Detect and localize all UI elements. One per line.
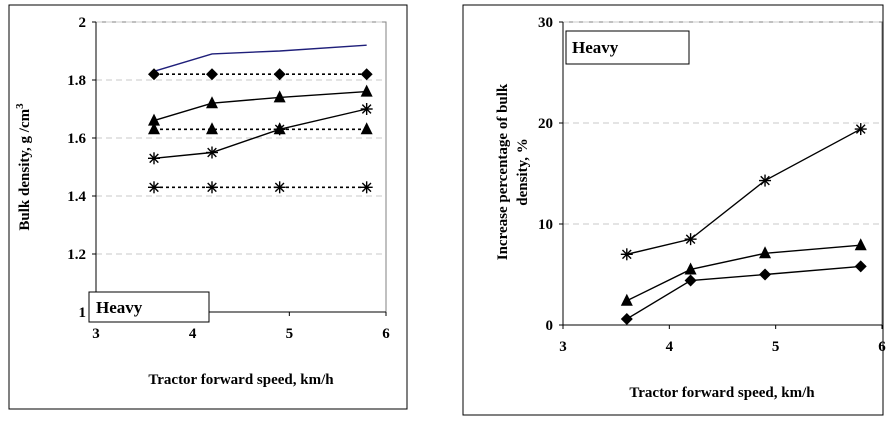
series-line [153,44,367,72]
series-line [153,108,367,159]
x-tick-label: 6 [382,326,390,342]
star-marker [148,181,160,194]
series-group [620,123,867,325]
x-tick-label: 3 [559,339,567,355]
star-marker [360,103,373,115]
star-marker [759,174,772,187]
y-tick-label: 0 [546,318,554,334]
y-tick-label: 20 [538,116,553,132]
y-tick-label: 10 [538,217,553,233]
legend-box [88,291,210,323]
plot-area [562,21,883,326]
triangle-marker [148,113,160,126]
triangle-marker [854,238,867,251]
diamond-marker [684,274,697,287]
star-marker [620,248,633,261]
series-line [153,90,367,122]
star-marker [273,123,286,136]
star-marker [206,181,218,194]
y-tick-label: 1.6 [67,131,86,147]
legend-box [565,30,690,65]
x-tick-label: 4 [666,339,674,355]
triangle-marker [273,90,286,103]
triangle-marker [148,122,160,135]
diamond-marker [273,68,286,81]
grid-lines [96,21,386,255]
x-axis-title: Tractor forward speed, km/h [148,372,334,388]
grid-lines [563,21,882,225]
plot-area [95,21,387,313]
y-axis-title-line-1: Increase percentage of bulk [495,83,511,260]
chart-bulk-density: 1 1.2 1.4 1.6 1.8 2 3 4 5 6 Tractor forward speed… [8,4,408,410]
y-axis-title-line-2: density, % [515,138,531,206]
star-marker [273,181,286,194]
x-axis-title: Tractor forward speed, km/h [629,385,815,401]
diamond-marker [148,68,160,81]
x-tick-label: 5 [286,326,294,342]
diamond-marker [854,260,867,273]
y-tick-label: 30 [538,15,553,31]
series-2 [620,238,867,306]
star-marker [854,123,867,136]
y-tick-label: 1.8 [67,73,86,89]
x-tick-label: 3 [92,326,100,342]
triangle-marker [759,246,772,259]
x-tick-label: 6 [878,339,886,355]
triangle-marker [206,96,218,109]
triangle-marker [360,84,373,97]
series-3 [148,84,373,126]
series-1 [153,44,367,72]
y-axis-title-text: Bulk density, g /cm [17,108,33,230]
diamond-marker [206,68,218,81]
y-axis-title: Bulk density, g /cm3 [14,103,33,231]
series-5 [148,103,373,165]
y-tick-label: 1.2 [67,247,86,263]
y-tick-label: 1 [79,305,87,321]
series-3 [620,260,867,325]
series-line [626,244,861,302]
legend-label: Heavy [572,38,619,57]
x-tick-label: 5 [772,339,780,355]
series-line [626,265,861,320]
diamond-marker [759,268,772,281]
series-2 [148,68,373,81]
triangle-marker [684,262,697,275]
triangle-marker [206,122,218,135]
series-line [626,128,862,255]
tick-labels: 1 1.2 1.4 1.6 1.8 2 3 4 5 6 [67,15,390,342]
triangle-marker [360,122,373,135]
star-marker [684,233,697,246]
star-marker [148,152,160,165]
series-6 [148,181,373,194]
diamond-marker [620,312,633,325]
tick-labels: 0 10 20 30 3 4 5 6 [538,15,886,355]
star-marker [360,181,373,194]
series-group [148,44,373,194]
x-tick-label: 4 [189,326,197,342]
series-1 [620,123,867,261]
star-marker [206,146,218,159]
triangle-marker [620,293,633,306]
y-axis-title-superscript: 3 [14,103,26,109]
y-tick-label: 1.4 [67,189,86,205]
y-tick-label: 2 [79,15,87,31]
diamond-marker [360,68,373,81]
legend-label: Heavy [96,298,143,317]
